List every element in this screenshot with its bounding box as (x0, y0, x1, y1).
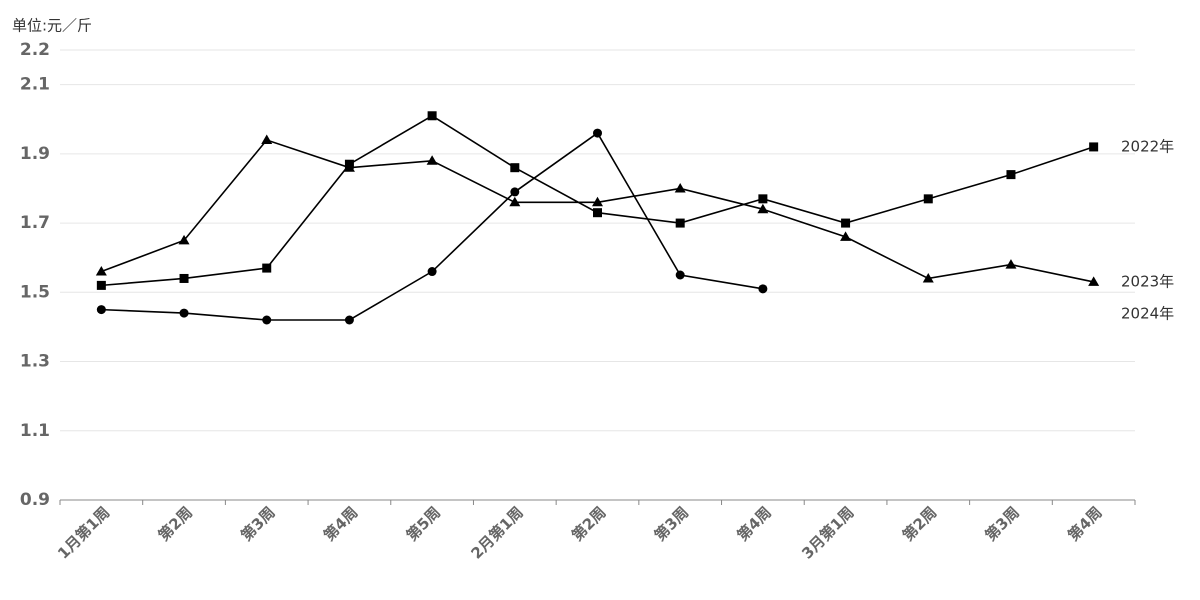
point (96, 305, 106, 315)
point (427, 267, 437, 277)
x-tick-label: 第5周 (403, 503, 444, 544)
point (96, 280, 106, 290)
point (840, 231, 852, 241)
point (510, 163, 520, 173)
point (841, 218, 851, 228)
point (510, 187, 520, 197)
point (593, 128, 602, 138)
x-tick-label: 第4周 (320, 503, 361, 544)
x-tick-label: 1月第1周 (54, 503, 113, 562)
point (758, 284, 768, 294)
point (923, 194, 933, 204)
x-tick-label: 第3周 (237, 503, 278, 544)
point (344, 315, 354, 325)
point (178, 234, 190, 245)
y-tick-label: 1.1 (20, 421, 50, 441)
series-label: 2022年 (1121, 137, 1174, 155)
x-tick-label: 第2周 (155, 503, 196, 544)
point (675, 270, 685, 280)
point (509, 196, 521, 207)
point (1005, 259, 1017, 269)
y-tick-label: 2.2 (20, 40, 50, 60)
point (179, 273, 189, 283)
point (758, 194, 768, 204)
y-tick-label: 1.9 (20, 144, 50, 164)
point (262, 315, 272, 325)
point (922, 272, 934, 283)
x-tick-label: 第4周 (734, 503, 775, 544)
point (261, 134, 273, 144)
point (592, 196, 603, 207)
series-label: 2023年 (1121, 272, 1174, 290)
y-tick-label: 1.7 (20, 213, 50, 233)
point (674, 182, 686, 193)
y-axis-unit: 单位:元／斤 (12, 17, 92, 35)
x-tick-label: 第3周 (651, 503, 692, 544)
x-tick-label: 3月第1周 (798, 503, 857, 562)
point (1088, 276, 1100, 286)
y-tick-label: 2.1 (20, 75, 50, 95)
x-tick-label: 2月第1周 (468, 503, 527, 562)
y-tick-label: 1.3 (20, 352, 50, 372)
point (426, 155, 438, 165)
point (593, 208, 602, 218)
x-tick-label: 第2周 (568, 503, 609, 544)
point (95, 266, 107, 276)
y-tick-label: 1.5 (20, 282, 50, 302)
point (675, 218, 685, 228)
point (757, 203, 769, 214)
series-label: 2024年 (1121, 304, 1174, 322)
point (427, 111, 437, 121)
x-tick-label: 第4周 (1064, 503, 1105, 544)
point (262, 263, 272, 273)
point (1006, 170, 1016, 180)
point (179, 308, 189, 318)
point (343, 162, 355, 172)
point (1089, 142, 1099, 152)
y-tick-label: 0.9 (20, 490, 50, 510)
x-tick-label: 第2周 (899, 503, 940, 544)
x-tick-label: 第3周 (982, 503, 1023, 544)
